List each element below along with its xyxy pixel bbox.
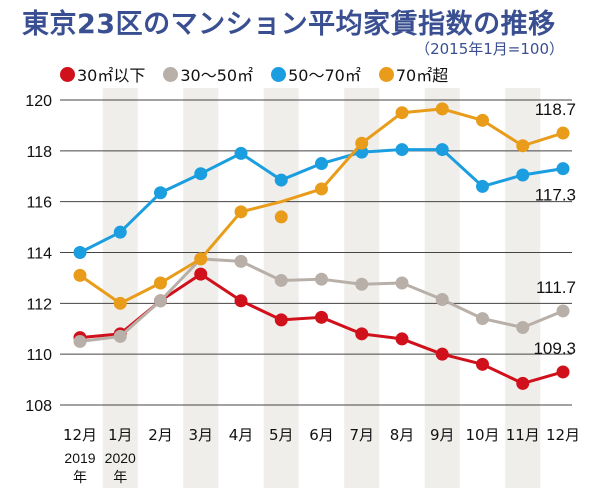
- y-tick-label: 120: [25, 93, 52, 110]
- x-tick-label: 5月: [269, 426, 294, 444]
- column-band: [183, 88, 219, 488]
- data-point: [395, 106, 409, 120]
- data-point: [234, 146, 248, 160]
- legend-item: 50〜70㎡: [271, 62, 361, 86]
- data-point: [355, 277, 369, 291]
- x-tick-label: 12月: [63, 426, 97, 444]
- legend: 30㎡以下 30〜50㎡ 50〜70㎡ 70㎡超: [60, 62, 448, 86]
- legend-dot-icon: [60, 66, 75, 82]
- data-point: [395, 332, 409, 346]
- chart-subtitle: （2015年1月=100）: [415, 40, 564, 58]
- data-point: [435, 293, 449, 307]
- data-point: [476, 179, 489, 193]
- legend-dot-icon: [163, 66, 179, 82]
- x-tick-label: 4月: [229, 426, 254, 444]
- y-tick-label: 112: [26, 296, 52, 313]
- data-point: [395, 143, 409, 157]
- data-point: [315, 182, 328, 196]
- data-point: [556, 304, 570, 318]
- y-tick-label: 116: [26, 195, 52, 212]
- year-label: 2020: [105, 450, 136, 466]
- x-tick-label: 9月: [430, 426, 455, 444]
- x-tick-label: 1月: [108, 426, 133, 444]
- end-value-label: 117.3: [535, 186, 576, 205]
- data-point: [274, 273, 288, 287]
- x-tick-label: 10月: [465, 426, 499, 444]
- data-point: [113, 329, 127, 343]
- data-point: [476, 312, 489, 326]
- data-point: [315, 157, 328, 171]
- data-point: [516, 376, 530, 390]
- legend-item: 30〜50㎡: [163, 62, 253, 86]
- legend-dot-icon: [378, 66, 394, 82]
- x-tick-label: 11月: [506, 426, 540, 444]
- data-point: [556, 126, 570, 140]
- data-point: [435, 102, 449, 116]
- data-point: [274, 173, 288, 187]
- x-tick-label: 7月: [349, 426, 374, 444]
- data-point: [476, 113, 489, 127]
- data-point: [516, 168, 530, 182]
- chart-title: 東京23区のマンション平均家賃指数の推移: [22, 9, 556, 40]
- column-band: [505, 88, 541, 488]
- year-label-suffix: 年: [113, 470, 127, 486]
- y-tick-label: 118: [26, 144, 52, 161]
- data-point: [73, 246, 87, 259]
- y-tick-label: 108: [25, 398, 52, 415]
- end-value-label: 111.7: [536, 278, 576, 297]
- x-tick-label: 8月: [390, 426, 415, 444]
- legend-item: 30㎡以下: [60, 62, 145, 86]
- data-point: [73, 268, 87, 282]
- data-point: [113, 296, 127, 310]
- data-point: [516, 139, 530, 153]
- data-point: [476, 357, 489, 371]
- data-point: [113, 225, 127, 239]
- data-point: [194, 167, 208, 181]
- x-tick-label: 12月: [546, 426, 580, 444]
- data-point: [234, 205, 248, 219]
- data-point: [355, 327, 369, 341]
- data-point: [516, 320, 530, 334]
- legend-label: 30㎡以下: [77, 66, 146, 85]
- data-point: [154, 294, 167, 308]
- data-point: [395, 276, 409, 290]
- data-point: [234, 254, 248, 268]
- year-label-suffix: 年: [73, 470, 87, 486]
- data-point: [556, 162, 570, 176]
- data-point: [435, 143, 449, 157]
- data-point: [435, 347, 449, 361]
- data-point: [154, 186, 167, 200]
- data-point: [194, 267, 208, 281]
- data-point: [73, 334, 87, 348]
- data-point: [355, 136, 369, 150]
- data-point: [194, 252, 208, 266]
- data-point: [315, 272, 328, 286]
- legend-item: 70㎡超: [378, 62, 449, 86]
- legend-label: 70㎡超: [395, 66, 449, 85]
- legend-label: 30〜50㎡: [180, 66, 254, 85]
- legend-label: 50〜70㎡: [288, 66, 361, 85]
- data-point: [315, 310, 328, 324]
- data-point: [154, 276, 167, 290]
- data-point: [234, 294, 248, 308]
- column-band: [102, 88, 138, 488]
- year-label: 2019: [64, 450, 95, 466]
- column-band: [263, 88, 299, 488]
- data-point: [556, 365, 570, 379]
- legend-dot-icon: [271, 66, 287, 82]
- data-point: [274, 210, 288, 224]
- series-line: [79, 257, 564, 343]
- y-tick-label: 114: [26, 246, 52, 263]
- end-value-label: 118.7: [535, 100, 576, 119]
- y-tick-label: 110: [26, 347, 52, 364]
- x-tick-label: 6月: [309, 426, 334, 444]
- x-tick-label: 2月: [148, 426, 173, 444]
- data-point: [274, 313, 288, 327]
- x-tick-label: 3月: [188, 426, 213, 444]
- series-line: [79, 272, 564, 385]
- end-value-label: 109.3: [533, 339, 576, 358]
